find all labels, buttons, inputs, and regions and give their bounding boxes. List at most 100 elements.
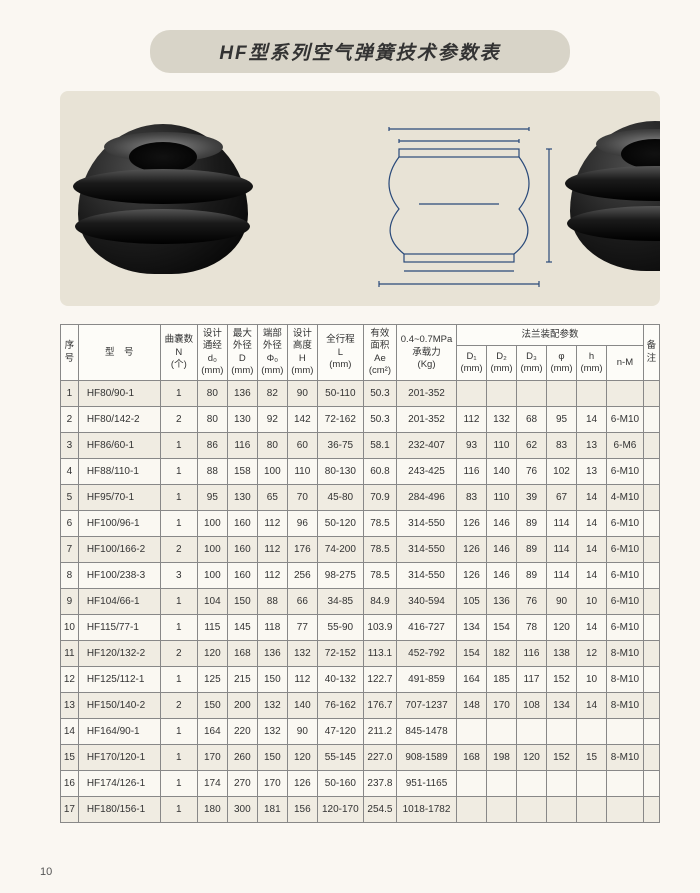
cell-D3 [517,381,547,407]
cell-nM: 8-M10 [607,667,644,693]
cell-phi [547,719,577,745]
cell-model: HF174/126-1 [78,771,160,797]
cell-seq: 14 [61,719,79,745]
cell-H: 70 [287,485,317,511]
cell-d0: 104 [197,589,227,615]
cell-Dmax: 300 [227,797,257,823]
cell-Dmax: 220 [227,719,257,745]
cell-N: 1 [160,589,197,615]
cell-model: HF150/140-2 [78,693,160,719]
cell-Phi0: 150 [257,667,287,693]
cell-d0: 95 [197,485,227,511]
cell-d0: 88 [197,459,227,485]
cell-D1 [457,797,487,823]
cell-D2: 146 [487,511,517,537]
cell-L: 80-130 [317,459,363,485]
cell-nM: 6-M10 [607,563,644,589]
cell-L: 76-162 [317,693,363,719]
cell-D3: 89 [517,537,547,563]
cell-Ae: 78.5 [363,511,396,537]
title-bar: HF型系列空气弹簧技术参数表 [150,30,570,73]
cell-H: 256 [287,563,317,589]
cell-h: 12 [577,641,607,667]
cell-seq: 6 [61,511,79,537]
cell-Load: 314-550 [397,537,457,563]
th-nm: n-M [607,346,644,381]
cell-Dmax: 160 [227,537,257,563]
cell-h: 13 [577,459,607,485]
cell-phi: 95 [547,407,577,433]
cell-seq: 3 [61,433,79,459]
th-d0: 设计通经d₀(mm) [197,325,227,381]
cell-note [643,693,659,719]
cell-D2 [487,797,517,823]
cell-model: HF100/166-2 [78,537,160,563]
cell-N: 1 [160,771,197,797]
cell-Phi0: 100 [257,459,287,485]
cell-Phi0: 118 [257,615,287,641]
cell-h: 10 [577,589,607,615]
cell-D3: 68 [517,407,547,433]
cell-Load: 243-425 [397,459,457,485]
cell-D2: 140 [487,459,517,485]
cell-Phi0: 136 [257,641,287,667]
cell-seq: 10 [61,615,79,641]
cell-N: 2 [160,693,197,719]
cell-D2: 110 [487,485,517,511]
cell-d0: 120 [197,641,227,667]
cell-h: 14 [577,563,607,589]
cell-D3: 120 [517,745,547,771]
cell-Phi0: 170 [257,771,287,797]
th-dmax: 最大外径D(mm) [227,325,257,381]
cell-Phi0: 112 [257,511,287,537]
cell-Ae: 78.5 [363,537,396,563]
cell-Dmax: 116 [227,433,257,459]
cell-note [643,667,659,693]
cell-D1: 83 [457,485,487,511]
cell-note [643,537,659,563]
cell-D2 [487,719,517,745]
cell-phi: 134 [547,693,577,719]
cell-Ae: 70.9 [363,485,396,511]
cell-H: 60 [287,433,317,459]
table-row: 8HF100/238-3310016011225698-27578.5314-5… [61,563,660,589]
cell-D3 [517,797,547,823]
cell-seq: 16 [61,771,79,797]
cell-H: 66 [287,589,317,615]
table-row: 4HF88/110-118815810011080-13060.8243-425… [61,459,660,485]
cell-Load: 284-496 [397,485,457,511]
table-row: 11HF120/132-2212016813613272-152113.1452… [61,641,660,667]
cell-L: 72-152 [317,641,363,667]
th-ae: 有效面积Ae(cm²) [363,325,396,381]
cell-N: 1 [160,511,197,537]
page-container: HF型系列空气弹簧技术参数表 [0,0,700,893]
table-row: 6HF100/96-111001601129650-12078.5314-550… [61,511,660,537]
cell-Ae: 254.5 [363,797,396,823]
cell-L: 50-110 [317,381,363,407]
cell-H: 112 [287,667,317,693]
cell-H: 142 [287,407,317,433]
cell-D1: 134 [457,615,487,641]
cell-seq: 8 [61,563,79,589]
table-row: 5HF95/70-1195130657045-8070.9284-4968311… [61,485,660,511]
cell-d0: 100 [197,563,227,589]
cell-Phi0: 92 [257,407,287,433]
cell-phi: 114 [547,563,577,589]
cell-N: 1 [160,433,197,459]
cell-note [643,433,659,459]
cell-D3: 62 [517,433,547,459]
cell-Load: 1018-1782 [397,797,457,823]
cell-h: 14 [577,485,607,511]
cell-note [643,797,659,823]
cell-D3: 117 [517,667,547,693]
cell-phi: 152 [547,667,577,693]
cell-nM: 8-M10 [607,693,644,719]
cell-note [643,485,659,511]
cell-Load: 314-550 [397,563,457,589]
cell-H: 176 [287,537,317,563]
cell-L: 98-275 [317,563,363,589]
cell-Phi0: 112 [257,563,287,589]
cell-Phi0: 132 [257,693,287,719]
cell-D1 [457,381,487,407]
cell-seq: 2 [61,407,79,433]
